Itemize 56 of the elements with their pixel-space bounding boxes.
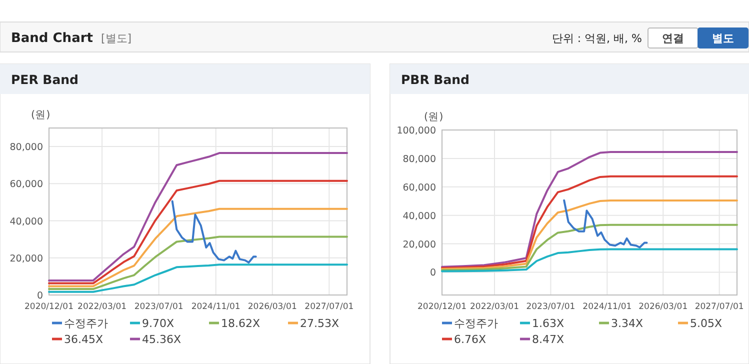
y-tick-label: 20,000 [10,253,43,264]
legend-label: 5.05X [690,317,722,330]
legend-label: 45.36X [142,333,182,346]
line-series [48,236,348,290]
y-tick-label: 60,000 [10,179,43,190]
chart-title: PBR Band [401,72,470,87]
y-tick-label: 80,000 [10,142,43,154]
y-tick-label: 100,000 [396,126,436,136]
text: Band Chart [11,31,93,46]
legend-label: 1.63X [532,317,564,330]
x-tick-label: 2027/07/01 [694,302,744,312]
y-axis-title: (원) [31,109,50,121]
legend-label: 수정주가 [64,317,108,330]
y-axis-title: (원) [424,111,444,123]
line-series [441,200,738,270]
legend-label: 수정주가 [454,317,498,330]
chart-title: PER Band [11,72,78,87]
x-tick-label: 2020/12/01 [418,302,466,312]
y-tick-label: 40,000 [402,210,436,222]
legend-label: 6.76X [454,333,486,346]
y-tick-label: 40,000 [10,216,43,228]
x-tick-label: 2023/07/01 [134,302,184,312]
x-tick-label: 2026/03/01 [248,302,297,312]
legend-label: 3.34X [611,317,644,330]
y-tick-label: 0 [430,268,436,279]
y-tick-label: 60,000 [402,182,436,194]
line-series [441,175,738,269]
y-tick-label: 0 [36,290,43,302]
legend-label: 36.45X [64,333,104,346]
legend-label: 9.70X [142,317,174,330]
x-tick-label: 2022/03/01 [470,302,520,312]
x-tick-label: 2024/11/01 [582,302,632,312]
x-tick-label: 2023/07/01 [526,302,576,312]
y-tick-label: 20,000 [402,239,436,250]
text: 단위 : 억원, 배, % [552,32,642,45]
x-tick-label: 2026/03/01 [638,302,688,312]
x-tick-label: 2020/12/01 [24,302,74,312]
legend-label: 8.47X [532,333,564,346]
line-series [48,180,348,284]
line-series [441,224,738,272]
legend-label: 18.62X [221,317,260,330]
line-series [171,200,257,264]
text: 별도 [712,32,734,45]
line-series [48,152,348,282]
line-series [441,248,738,272]
text: 연결 [662,32,684,45]
x-tick-label: 2022/03/01 [78,302,127,312]
text: [별도] [100,32,132,45]
line-series [441,151,738,268]
legend-label: 27.53X [300,317,340,330]
y-tick-label: 80,000 [402,154,436,165]
line-series [48,264,348,293]
line-series [563,199,648,248]
x-tick-label: 2027/07/01 [304,302,354,312]
x-tick-label: 2024/11/01 [191,302,240,312]
line-series [48,208,348,288]
